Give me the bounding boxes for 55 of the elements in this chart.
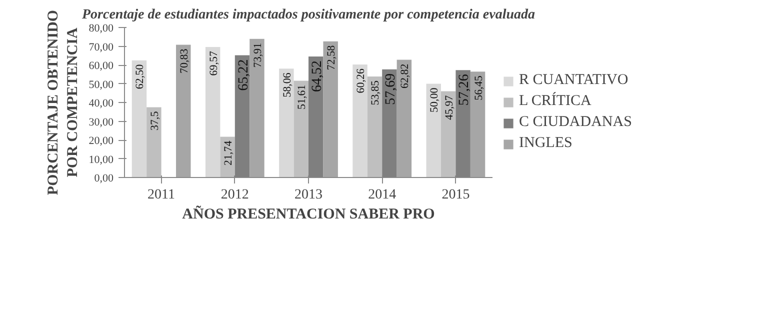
- data-label: 62,82: [399, 64, 412, 88]
- bar: [470, 72, 486, 178]
- data-label: 37,5: [148, 110, 161, 130]
- legend-label: R CUANTATIVO: [519, 72, 628, 89]
- data-label: 62,50: [134, 64, 146, 90]
- y-tick-label: 10,00: [88, 154, 114, 166]
- y-tick-label: 80,00: [88, 22, 114, 34]
- bar: [426, 84, 441, 178]
- y-tick-label: 70,00: [88, 41, 114, 54]
- data-label: 53,85: [370, 80, 382, 106]
- data-label: 65,22: [236, 59, 252, 91]
- data-label: 21,74: [222, 140, 235, 166]
- legend-label: L CRÍTICA: [519, 93, 592, 110]
- x-tick-label: 2013: [294, 188, 322, 202]
- y-tick-label: 20,00: [88, 135, 114, 147]
- bar: [205, 47, 220, 178]
- bar: [396, 60, 412, 178]
- x-tick-label: 2012: [220, 188, 249, 202]
- legend-label: INGLES: [519, 135, 572, 152]
- bar: [220, 136, 235, 178]
- x-axis-title: AÑOS PRESENTACION SABER PRO: [182, 206, 435, 222]
- data-label: 57,26: [457, 74, 472, 106]
- bar: [132, 60, 147, 178]
- bar: [367, 76, 382, 178]
- y-tick-label: 0,00: [94, 172, 114, 184]
- y-tick-label: 60,00: [88, 60, 114, 72]
- bar: [176, 44, 191, 178]
- data-label: 50,00: [428, 87, 441, 112]
- bar: [279, 68, 294, 178]
- y-tick-label: 30,00: [88, 116, 114, 128]
- data-label: 72,58: [326, 44, 338, 70]
- x-tick-label: 2015: [442, 188, 470, 202]
- data-label: 60,26: [355, 68, 368, 94]
- data-label: 56,45: [472, 75, 485, 100]
- y-axis-title: PORCENTAJE OBTENIDO POR COMPETENCIA: [46, 10, 81, 196]
- y-tick-label: 40,00: [88, 98, 114, 110]
- data-label: 70,83: [178, 48, 190, 74]
- bar: [146, 107, 162, 178]
- data-label: 64,52: [310, 60, 325, 92]
- bar: [294, 80, 308, 178]
- x-tick-label: 2011: [148, 188, 176, 202]
- bar: [323, 41, 338, 178]
- bar: [352, 64, 368, 178]
- data-label: 73,91: [252, 42, 264, 68]
- data-label: 58,06: [281, 72, 294, 98]
- data-label: 69,57: [208, 50, 220, 76]
- data-label: 51,61: [296, 84, 308, 110]
- y-tick-label: 50,00: [88, 78, 114, 91]
- data-label: 57,69: [383, 73, 398, 105]
- bar: [440, 91, 456, 178]
- x-tick-label: 2014: [368, 188, 396, 202]
- data-label: 45,97: [443, 94, 456, 120]
- legend-label: C CIUDADANAS: [519, 114, 632, 131]
- chart-title: Porcentaje de estudiantes impactados positivamente por competencia evaluada: [82, 8, 536, 22]
- bar: [250, 38, 264, 178]
